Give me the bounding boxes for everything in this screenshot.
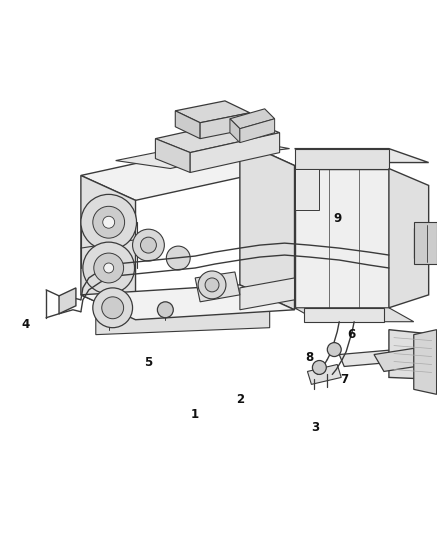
Text: 9: 9	[333, 212, 341, 225]
Circle shape	[205, 278, 219, 292]
Circle shape	[93, 206, 124, 238]
Polygon shape	[81, 141, 294, 200]
Circle shape	[93, 288, 133, 328]
Text: 8: 8	[305, 351, 314, 364]
Text: 7: 7	[340, 373, 348, 386]
Polygon shape	[414, 330, 437, 394]
Polygon shape	[175, 111, 200, 139]
Polygon shape	[96, 308, 270, 335]
Polygon shape	[155, 139, 190, 173]
Polygon shape	[59, 288, 76, 314]
Circle shape	[166, 246, 190, 270]
Circle shape	[157, 302, 173, 318]
Polygon shape	[414, 228, 437, 258]
Circle shape	[327, 343, 341, 357]
Text: 5: 5	[145, 356, 152, 369]
Circle shape	[312, 360, 326, 375]
Polygon shape	[294, 168, 319, 211]
Circle shape	[104, 263, 114, 273]
Polygon shape	[294, 168, 389, 308]
Circle shape	[141, 237, 156, 253]
Polygon shape	[389, 168, 429, 308]
Text: 6: 6	[347, 328, 355, 341]
Circle shape	[198, 271, 226, 299]
Text: 2: 2	[236, 393, 244, 406]
Text: 1: 1	[191, 408, 199, 421]
Polygon shape	[190, 133, 279, 173]
Polygon shape	[414, 222, 437, 264]
Circle shape	[103, 216, 115, 228]
Polygon shape	[374, 348, 429, 372]
Polygon shape	[230, 119, 240, 143]
Circle shape	[102, 297, 124, 319]
Circle shape	[94, 253, 124, 283]
Polygon shape	[240, 278, 294, 310]
Polygon shape	[81, 285, 294, 320]
Polygon shape	[175, 139, 290, 156]
Circle shape	[83, 242, 134, 294]
Circle shape	[81, 195, 137, 250]
Polygon shape	[230, 109, 275, 129]
Text: 3: 3	[311, 421, 319, 434]
Polygon shape	[175, 101, 250, 123]
Polygon shape	[307, 365, 341, 384]
Polygon shape	[116, 149, 230, 168]
Polygon shape	[294, 149, 389, 168]
Polygon shape	[81, 175, 135, 320]
Polygon shape	[155, 119, 279, 152]
Circle shape	[133, 229, 164, 261]
Polygon shape	[195, 272, 240, 302]
Polygon shape	[240, 141, 294, 310]
Polygon shape	[294, 149, 429, 163]
Text: 4: 4	[21, 318, 29, 331]
Polygon shape	[389, 330, 437, 379]
Polygon shape	[339, 348, 424, 367]
Polygon shape	[200, 113, 250, 139]
Polygon shape	[304, 308, 384, 322]
Polygon shape	[294, 308, 414, 322]
Polygon shape	[240, 119, 275, 143]
